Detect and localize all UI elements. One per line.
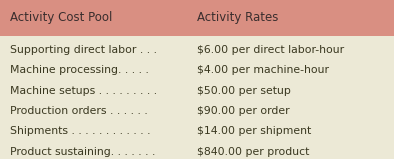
Text: Machine processing. . . . .: Machine processing. . . . . [10, 65, 149, 75]
Text: $4.00 per machine-hour: $4.00 per machine-hour [197, 65, 329, 75]
Text: Machine setups . . . . . . . . .: Machine setups . . . . . . . . . [10, 86, 157, 96]
FancyBboxPatch shape [0, 0, 394, 36]
Text: $6.00 per direct labor-hour: $6.00 per direct labor-hour [197, 45, 344, 55]
Text: $50.00 per setup: $50.00 per setup [197, 86, 291, 96]
Text: Activity Cost Pool: Activity Cost Pool [10, 11, 112, 24]
Text: $840.00 per product: $840.00 per product [197, 147, 309, 157]
Text: Shipments . . . . . . . . . . . .: Shipments . . . . . . . . . . . . [10, 126, 151, 136]
Text: Activity Rates: Activity Rates [197, 11, 279, 24]
Text: Supporting direct labor . . .: Supporting direct labor . . . [10, 45, 157, 55]
Text: Production orders . . . . . .: Production orders . . . . . . [10, 106, 148, 116]
Text: $90.00 per order: $90.00 per order [197, 106, 290, 116]
Text: $14.00 per shipment: $14.00 per shipment [197, 126, 311, 136]
Text: Product sustaining. . . . . . .: Product sustaining. . . . . . . [10, 147, 155, 157]
